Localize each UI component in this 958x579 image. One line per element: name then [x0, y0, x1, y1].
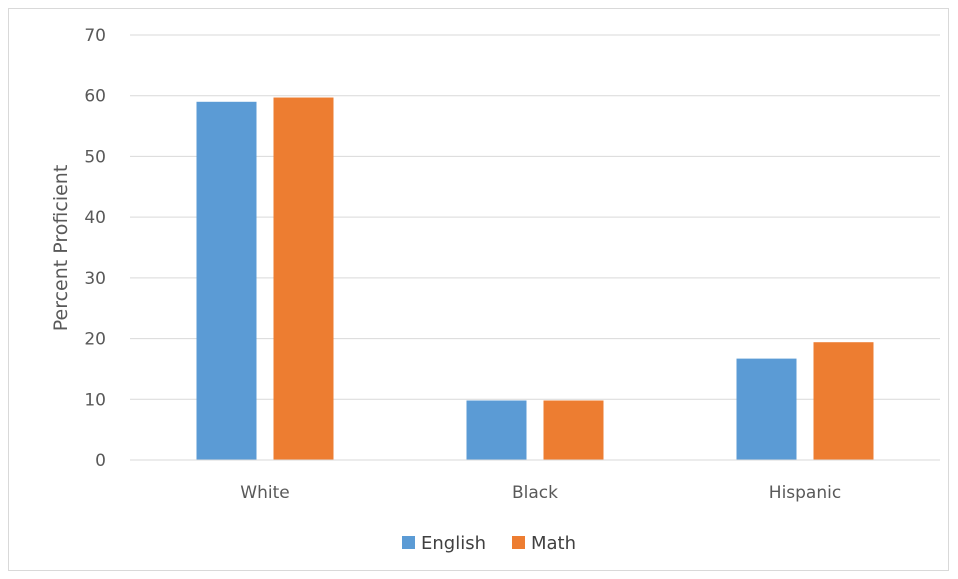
bar-english-white — [196, 101, 257, 461]
y-tick-labels: 0 10 20 30 40 50 60 70 — [84, 26, 106, 471]
bar-math-black — [543, 400, 604, 460]
y-tick-label: 70 — [84, 26, 106, 46]
legend-item-math: Math — [512, 533, 576, 554]
legend-item-english: English — [402, 533, 486, 554]
x-tick-label: Black — [512, 483, 558, 503]
bar-math-hispanic — [813, 342, 874, 460]
x-tick-labels: White Black Hispanic — [240, 483, 841, 503]
y-tick-label: 0 — [95, 451, 106, 471]
chart-frame — [8, 8, 949, 571]
legend-swatch — [512, 536, 525, 549]
x-tick-label: Hispanic — [769, 483, 841, 503]
y-tick-label: 60 — [84, 87, 106, 107]
bar-math-white — [273, 97, 334, 461]
y-tick-label: 50 — [84, 147, 106, 167]
legend-swatch — [402, 536, 415, 549]
legend: English Math — [402, 533, 576, 554]
legend-label: Math — [531, 533, 576, 554]
legend-label: English — [421, 533, 486, 554]
y-tick-label: 20 — [84, 330, 106, 350]
y-tick-label: 40 — [84, 208, 106, 228]
bar-english-hispanic — [736, 358, 797, 460]
x-tick-label: White — [240, 483, 289, 503]
y-axis-title: Percent Proficient — [50, 165, 72, 332]
y-tick-label: 10 — [84, 390, 106, 410]
bar-english-black — [466, 400, 527, 460]
y-tick-label: 30 — [84, 269, 106, 289]
bars — [130, 97, 940, 461]
